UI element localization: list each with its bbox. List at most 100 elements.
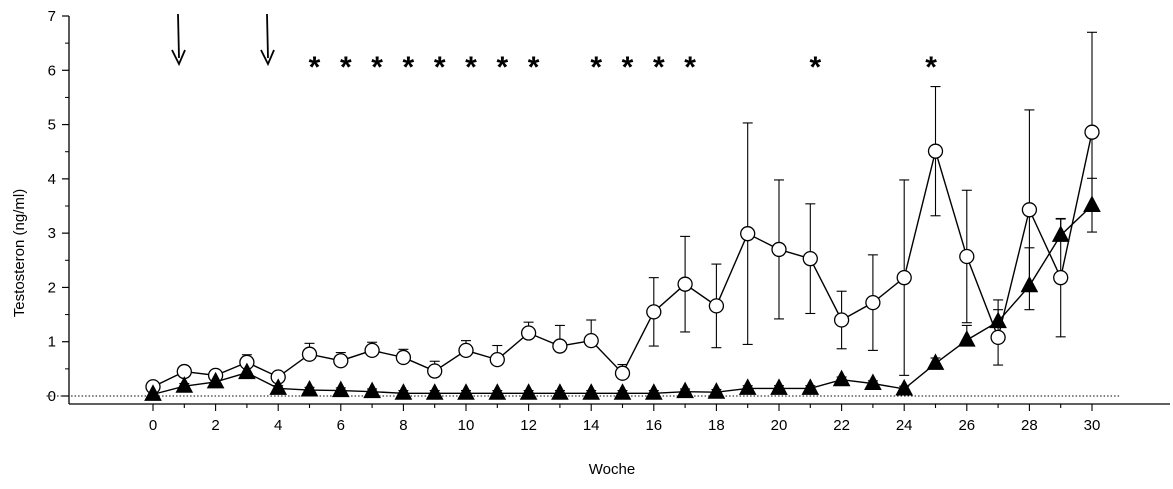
x-tick-label: 24: [896, 417, 913, 434]
significance-star: *: [528, 51, 540, 84]
data-point-circle: [552, 338, 568, 354]
data-point-triangle: [488, 383, 507, 400]
significance-star: *: [684, 51, 696, 84]
x-tick-label: 18: [708, 417, 725, 434]
data-point-triangle: [300, 379, 319, 397]
x-tick-label: 22: [833, 417, 850, 434]
x-tick-label: 16: [645, 417, 662, 434]
significance-star: *: [590, 51, 602, 84]
data-point-triangle: [832, 369, 851, 387]
data-point-triangle: [738, 378, 757, 395]
data-point-circle: [333, 353, 349, 369]
data-point-triangle: [989, 311, 1007, 329]
data-point-circle: [896, 270, 912, 286]
x-tick-label: 6: [337, 417, 345, 434]
data-point-triangle: [801, 378, 820, 395]
significance-star: *: [622, 51, 634, 84]
data-point-circle: [708, 298, 725, 314]
significance-star: *: [340, 51, 352, 84]
significance-star: *: [371, 51, 383, 84]
x-tick-label: 2: [211, 417, 219, 434]
significance-star: *: [925, 51, 937, 84]
data-point-triangle: [864, 373, 882, 391]
treatment-arrow: [266, 13, 269, 59]
data-point-triangle: [394, 383, 413, 400]
data-point-circle: [395, 349, 412, 366]
data-point-triangle: [644, 383, 663, 400]
y-axis-label: Testosteron (ng/ml): [11, 189, 28, 317]
x-tick-label: 4: [274, 417, 282, 434]
x-tick-label: 10: [458, 417, 475, 434]
data-point-triangle: [676, 381, 694, 399]
data-point-triangle: [425, 383, 444, 400]
data-point-circle: [583, 332, 599, 349]
y-tick-label: 0: [48, 388, 56, 405]
data-point-circle: [927, 143, 944, 159]
data-point-circle: [646, 304, 662, 320]
data-point-triangle: [1083, 195, 1101, 212]
data-point-circle: [427, 363, 443, 379]
data-point-triangle: [457, 383, 475, 400]
data-point-circle: [301, 346, 318, 362]
data-point-circle: [458, 342, 474, 359]
data-point-triangle: [175, 376, 194, 393]
data-point-circle: [740, 226, 756, 242]
data-point-circle: [364, 342, 380, 359]
data-point-triangle: [144, 384, 162, 401]
significance-star: *: [496, 51, 508, 84]
data-point-circle: [865, 294, 881, 311]
data-point-triangle: [206, 371, 225, 389]
data-point-circle: [990, 329, 1006, 346]
significance-star: *: [653, 51, 665, 84]
y-tick-label: 5: [48, 117, 56, 134]
y-tick-label: 3: [48, 225, 56, 242]
data-point-triangle: [331, 380, 350, 398]
significance-star: *: [809, 51, 821, 84]
data-point-triangle: [895, 378, 914, 396]
data-point-triangle: [613, 383, 632, 400]
x-axis-label: Woche: [589, 461, 635, 478]
data-point-triangle: [926, 353, 945, 370]
x-tick-label: 0: [149, 417, 157, 434]
data-point-triangle: [238, 362, 256, 380]
significance-star: *: [434, 51, 446, 84]
data-point-circle: [677, 276, 693, 292]
data-point-triangle: [1020, 275, 1039, 293]
x-tick-label: 30: [1084, 417, 1101, 434]
data-point-circle: [489, 351, 505, 368]
y-tick-label: 2: [48, 279, 56, 296]
series-line-open-circle: [152, 132, 1093, 388]
data-point-circle: [771, 241, 787, 258]
y-tick-label: 6: [48, 62, 56, 79]
data-point-triangle: [1051, 225, 1070, 242]
data-point-triangle: [707, 382, 726, 399]
data-point-circle: [520, 325, 537, 341]
data-point-circle: [1084, 124, 1100, 140]
treatment-arrow-head: [171, 49, 186, 67]
data-point-triangle: [269, 378, 288, 395]
data-point-triangle: [551, 383, 569, 400]
data-point-triangle: [770, 378, 788, 395]
data-point-circle: [614, 365, 631, 381]
x-tick-label: 26: [958, 417, 975, 434]
data-point-circle: [833, 312, 850, 328]
x-tick-label: 14: [583, 417, 600, 434]
data-point-triangle: [957, 330, 976, 347]
x-tick-label: 20: [771, 417, 788, 434]
data-point-circle: [802, 251, 818, 267]
data-point-circle: [1021, 202, 1038, 218]
data-point-triangle: [582, 383, 601, 400]
data-point-circle: [959, 248, 975, 265]
data-point-circle: [1053, 270, 1069, 286]
treatment-arrow-head: [260, 49, 275, 67]
y-tick-label: 4: [48, 171, 56, 188]
x-tick-label: 28: [1021, 417, 1038, 434]
data-point-triangle: [363, 381, 381, 399]
significance-star: *: [403, 51, 415, 84]
significance-star: *: [309, 51, 321, 84]
x-tick-label: 8: [399, 417, 407, 434]
data-point-triangle: [519, 383, 538, 400]
significance-star: *: [465, 51, 477, 84]
